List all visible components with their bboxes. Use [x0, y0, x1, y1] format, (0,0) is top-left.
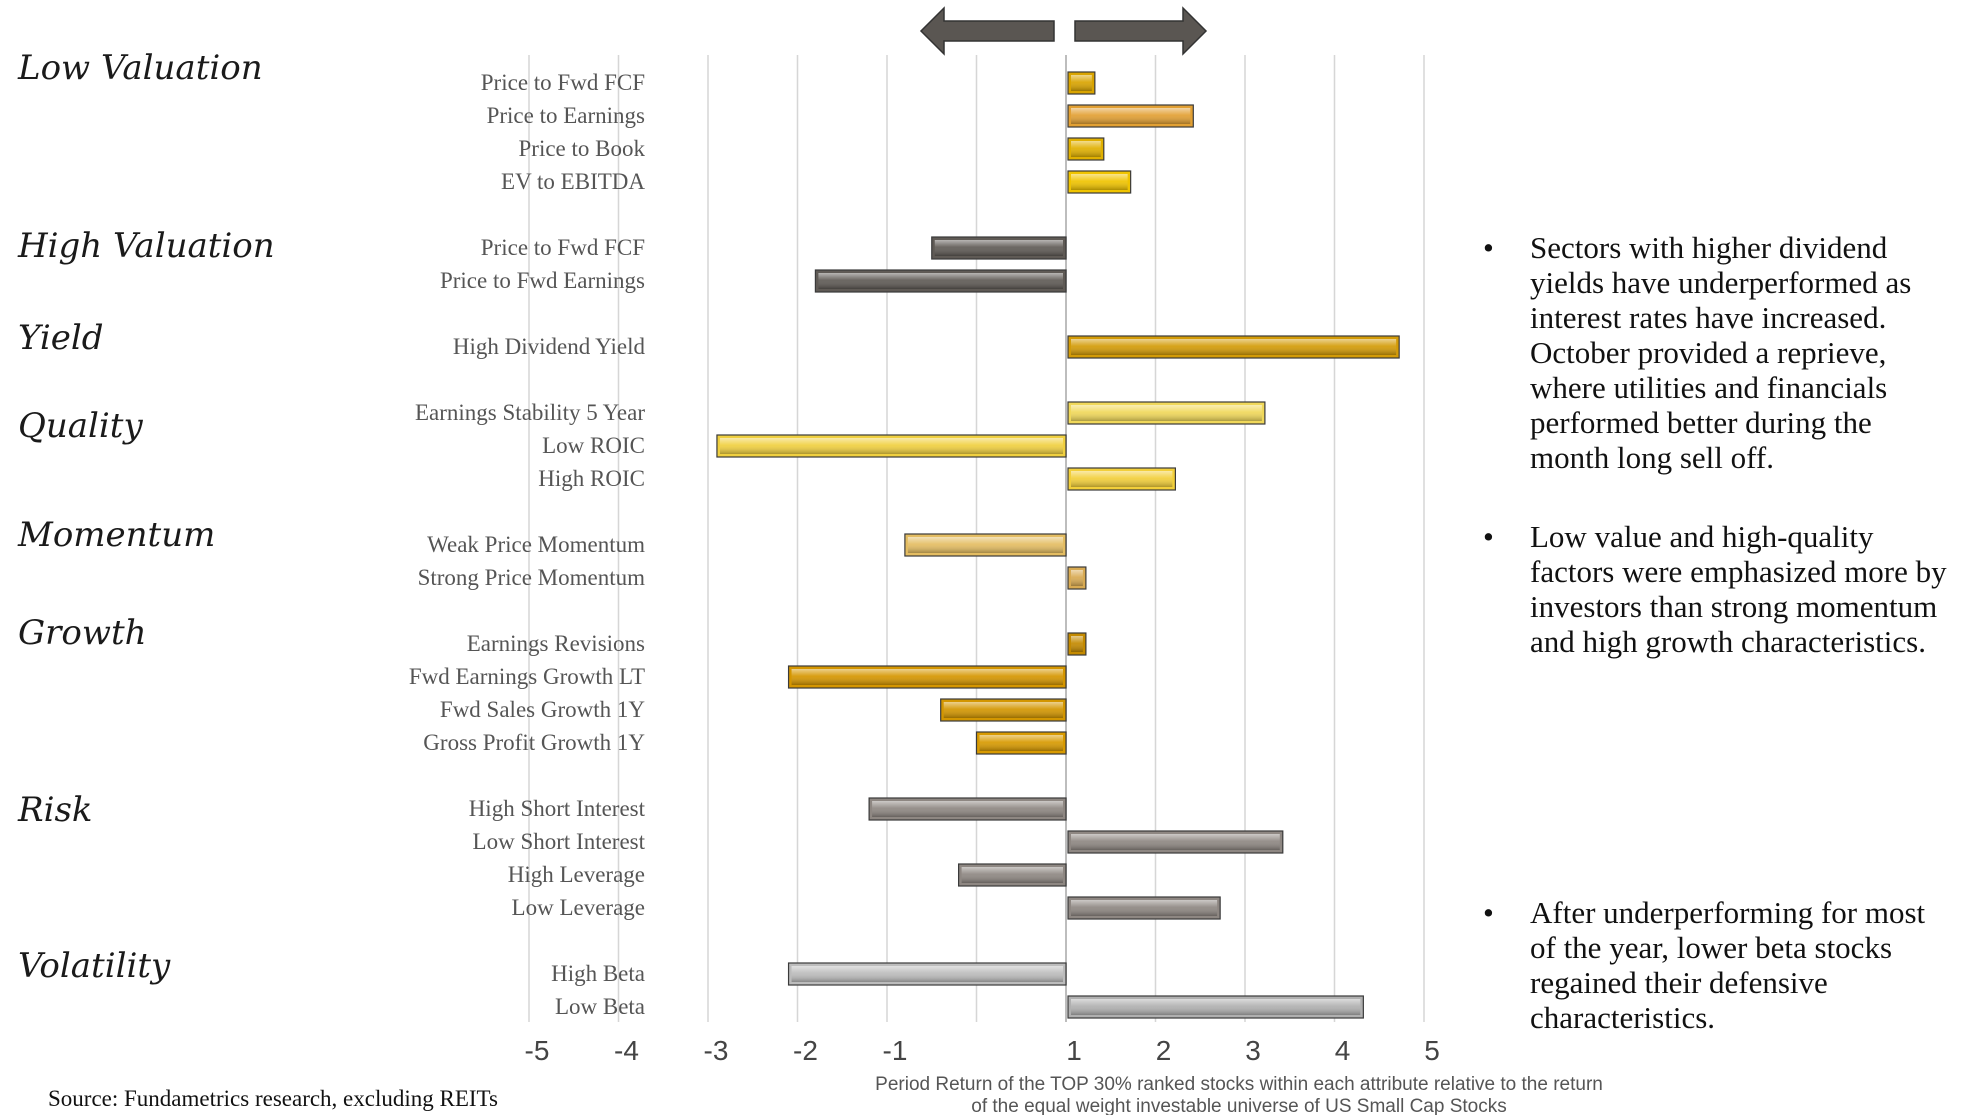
bar	[1067, 995, 1364, 1019]
direction-arrows	[919, 6, 1208, 56]
group-label: Yield	[18, 318, 104, 358]
bar	[975, 731, 1067, 755]
category-label: Low Beta	[555, 994, 645, 1019]
bar	[868, 797, 1067, 821]
bar	[787, 665, 1067, 689]
x-axis-title-line-2: of the equal weight investable universe …	[971, 1096, 1506, 1115]
bar	[1067, 467, 1177, 491]
bar	[1067, 71, 1096, 95]
x-tick-label: -2	[793, 1035, 818, 1066]
category-label: Fwd Sales Growth 1Y	[440, 697, 645, 722]
x-axis-title-line-1: Period Return of the TOP 30% ranked stoc…	[875, 1074, 1603, 1095]
x-tick-label: -3	[704, 1035, 729, 1066]
x-tick-label: -5	[525, 1035, 550, 1066]
category-label: Price to Fwd Earnings	[440, 268, 645, 293]
bar	[1067, 401, 1266, 425]
bar	[940, 698, 1067, 722]
bullet-icon: •	[1483, 230, 1494, 265]
bullet-icon: •	[1483, 519, 1494, 554]
group-label: High Valuation	[18, 226, 275, 266]
category-label: Price to Earnings	[487, 103, 645, 128]
bar	[1067, 830, 1284, 854]
x-tick-label: 1	[1066, 1035, 1082, 1066]
category-label: Low Leverage	[512, 895, 645, 920]
category-label: High Beta	[551, 961, 645, 986]
category-label: Price to Fwd FCF	[481, 235, 645, 260]
bar	[1067, 566, 1087, 590]
x-tick-label: 5	[1424, 1035, 1440, 1066]
bar	[814, 269, 1067, 293]
x-tick-label: 2	[1156, 1035, 1172, 1066]
category-label: Price to Book	[519, 136, 646, 161]
bar-series	[716, 71, 1400, 1019]
bar	[1067, 170, 1132, 194]
category-label: High Dividend Yield	[453, 334, 646, 359]
group-label: Low Valuation	[18, 48, 263, 88]
source-note: Source: Fundametrics research, excluding…	[48, 1086, 498, 1111]
right-arrow-icon	[1074, 6, 1208, 56]
bar	[931, 236, 1067, 260]
note-text: After underperforming for most of the ye…	[1530, 895, 1926, 1035]
note-low-beta: • After underperforming for most of the …	[1483, 895, 1953, 1035]
bar	[1067, 137, 1105, 161]
category-label: Earnings Stability 5 Year	[415, 400, 645, 425]
bar	[957, 863, 1067, 887]
x-tick-label: -4	[614, 1035, 639, 1066]
category-label: Low Short Interest	[473, 829, 646, 854]
bullet-icon: •	[1483, 895, 1494, 930]
group-label: Momentum	[18, 515, 216, 555]
group-label: Volatility	[18, 946, 171, 986]
x-tick-label: 4	[1335, 1035, 1351, 1066]
category-label: Weak Price Momentum	[427, 532, 645, 557]
note-text: Low value and high-quality factors were …	[1530, 519, 1947, 659]
note-dividend-yield: • Sectors with higher dividend yields ha…	[1483, 230, 1953, 475]
bar	[1067, 896, 1221, 920]
category-label: Earnings Revisions	[467, 631, 645, 656]
group-label: Quality	[18, 406, 143, 446]
bar	[904, 533, 1067, 557]
category-label: High ROIC	[538, 466, 645, 491]
bar	[787, 962, 1067, 986]
category-label: Fwd Earnings Growth LT	[409, 664, 645, 689]
left-arrow-icon	[919, 6, 1055, 56]
x-axis-tick-labels: -5 -4 -3 -2 -1 1 2 3 4 5	[525, 1035, 1440, 1066]
group-label: Risk	[18, 790, 93, 830]
bar	[1067, 632, 1087, 656]
category-label: Gross Profit Growth 1Y	[423, 730, 645, 755]
category-label: Strong Price Momentum	[418, 565, 646, 590]
bar	[1067, 335, 1400, 359]
category-label: Price to Fwd FCF	[481, 70, 645, 95]
x-tick-label: 3	[1245, 1035, 1261, 1066]
group-label: Growth	[18, 613, 147, 653]
bar	[716, 434, 1067, 458]
note-value-quality: • Low value and high-quality factors wer…	[1483, 519, 1953, 659]
category-labels: Price to Fwd FCF Price to Earnings Price t…	[409, 70, 646, 1019]
x-tick-label: -1	[883, 1035, 908, 1066]
note-text: Sectors with higher dividend yields have…	[1530, 230, 1912, 475]
category-label: High Leverage	[508, 862, 645, 887]
category-label: Low ROIC	[542, 433, 645, 458]
category-label: EV to EBITDA	[501, 169, 645, 194]
category-label: High Short Interest	[469, 796, 646, 821]
bar	[1067, 104, 1194, 128]
